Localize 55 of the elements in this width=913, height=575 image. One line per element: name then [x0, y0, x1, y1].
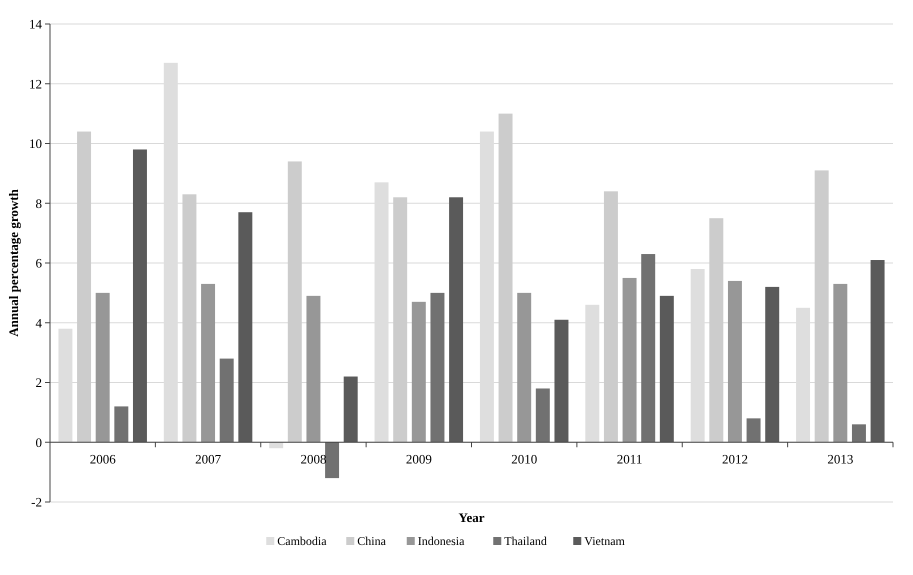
bar: [344, 376, 358, 442]
bar: [498, 114, 513, 442]
y-tick-label: 0: [36, 434, 42, 450]
bar: [114, 406, 128, 442]
bar: [709, 218, 724, 442]
bar: [536, 388, 550, 442]
bar: [622, 278, 637, 442]
y-tick-label: 12: [29, 76, 42, 92]
bar: [288, 161, 302, 442]
bar: [554, 320, 568, 442]
bar: [517, 292, 532, 442]
bar: [238, 212, 252, 442]
x-tick-label: 2012: [722, 451, 748, 466]
bar: [220, 358, 234, 442]
bar: [746, 418, 761, 442]
legend-label: Cambodia: [277, 534, 328, 548]
bar: [325, 442, 340, 478]
bar: [412, 302, 426, 442]
y-tick-label: 4: [36, 315, 42, 330]
y-axis-title: Annual percentage growth: [6, 188, 21, 337]
x-tick-label: 2011: [616, 451, 642, 466]
bar: [132, 149, 147, 442]
bar: [77, 132, 92, 442]
bar: [852, 424, 866, 442]
y-tick-label: 6: [36, 256, 42, 271]
bar: [306, 296, 320, 442]
bar: [201, 284, 216, 442]
legend-label: Thailand: [504, 534, 547, 548]
x-tick-label: 2006: [90, 451, 116, 466]
legend-label: Vietnam: [584, 534, 626, 548]
bar: [765, 286, 780, 442]
bar: [814, 170, 829, 442]
y-tick-label: 10: [29, 136, 42, 152]
x-tick-label: 2013: [827, 451, 854, 466]
bar: [728, 280, 742, 442]
bar: [430, 292, 444, 442]
x-tick-label: 2010: [511, 451, 538, 466]
bar: [393, 197, 408, 442]
bar: [833, 284, 848, 442]
bar: [660, 296, 674, 442]
bar: [870, 260, 885, 442]
x-axis-title: Year: [458, 510, 485, 525]
bar: [604, 191, 618, 442]
y-tick-label: 2: [36, 375, 42, 390]
bar: [96, 292, 110, 442]
bar: [449, 197, 464, 442]
legend-label: Indonesia: [418, 534, 466, 548]
legend-label: China: [357, 534, 387, 548]
y-tick-label: -2: [31, 494, 42, 510]
y-tick-label: 14: [29, 16, 42, 32]
bar: [641, 254, 656, 442]
x-tick-label: 2007: [195, 451, 222, 466]
x-tick-label: 2009: [406, 451, 432, 466]
bar: [182, 194, 196, 442]
y-tick-label: 8: [36, 196, 42, 211]
